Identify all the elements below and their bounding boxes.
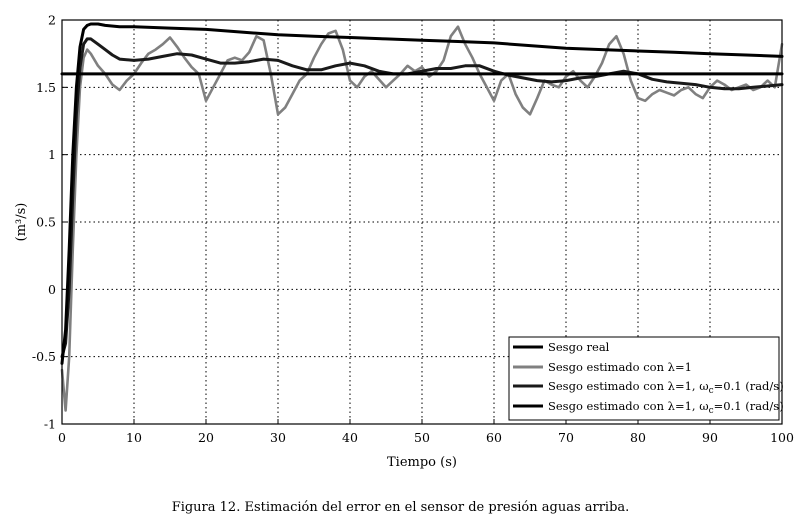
legend-box xyxy=(508,336,780,421)
y-tick-label: -1 xyxy=(44,417,56,432)
legend-label-lambda1: Sesgo estimado con λ=1 xyxy=(548,360,692,374)
legend-label-filtered-b: Sesgo estimado con λ=1, ωc=0.1 (rad/s) xyxy=(548,399,784,416)
series-line-sesgo-lambda1 xyxy=(60,25,784,412)
x-tick-label: 10 xyxy=(126,430,142,445)
tick-labels: 0 10 20 30 40 50 60 70 80 90 100 -1 -0.5 0 0.5 1 1.5 2 xyxy=(32,13,794,446)
x-tick-label: 20 xyxy=(198,430,214,445)
x-tick-label: 50 xyxy=(414,430,430,445)
figure-caption: Figura 12. Estimación del error en el se… xyxy=(171,500,630,515)
x-tick-label: 80 xyxy=(630,430,646,445)
y-tick-label: 1 xyxy=(48,147,56,162)
x-tick-label: 40 xyxy=(342,430,358,445)
x-tick-label: 100 xyxy=(770,430,794,445)
legend-label-sesgo-real: Sesgo real xyxy=(548,340,610,354)
y-tick-label: 1.5 xyxy=(36,80,56,95)
series-line-sesgo-filtered-a xyxy=(60,37,784,359)
legend-label-filtered-a: Sesgo estimado con λ=1, ωc=0.1 (rad/s) xyxy=(548,379,784,396)
series-layer xyxy=(60,22,784,412)
x-axis-label: Tiempo (s) xyxy=(387,455,457,470)
y-tick-label: 2 xyxy=(48,13,56,28)
y-tick-label: 0.5 xyxy=(36,215,56,230)
y-tick-label: -0.5 xyxy=(32,349,56,364)
legend: Sesgo real Sesgo estimado con λ=1 Sesgo … xyxy=(508,336,784,421)
y-tick-label: 0 xyxy=(48,282,56,297)
x-tick-label: 0 xyxy=(58,430,66,445)
x-tick-label: 90 xyxy=(702,430,718,445)
series-line-sesgo-filtered-b xyxy=(60,22,784,365)
x-tick-label: 60 xyxy=(486,430,502,445)
x-tick-label: 70 xyxy=(558,430,574,445)
x-tick-label: 30 xyxy=(270,430,286,445)
y-axis-label: (m³/s) xyxy=(14,203,29,242)
